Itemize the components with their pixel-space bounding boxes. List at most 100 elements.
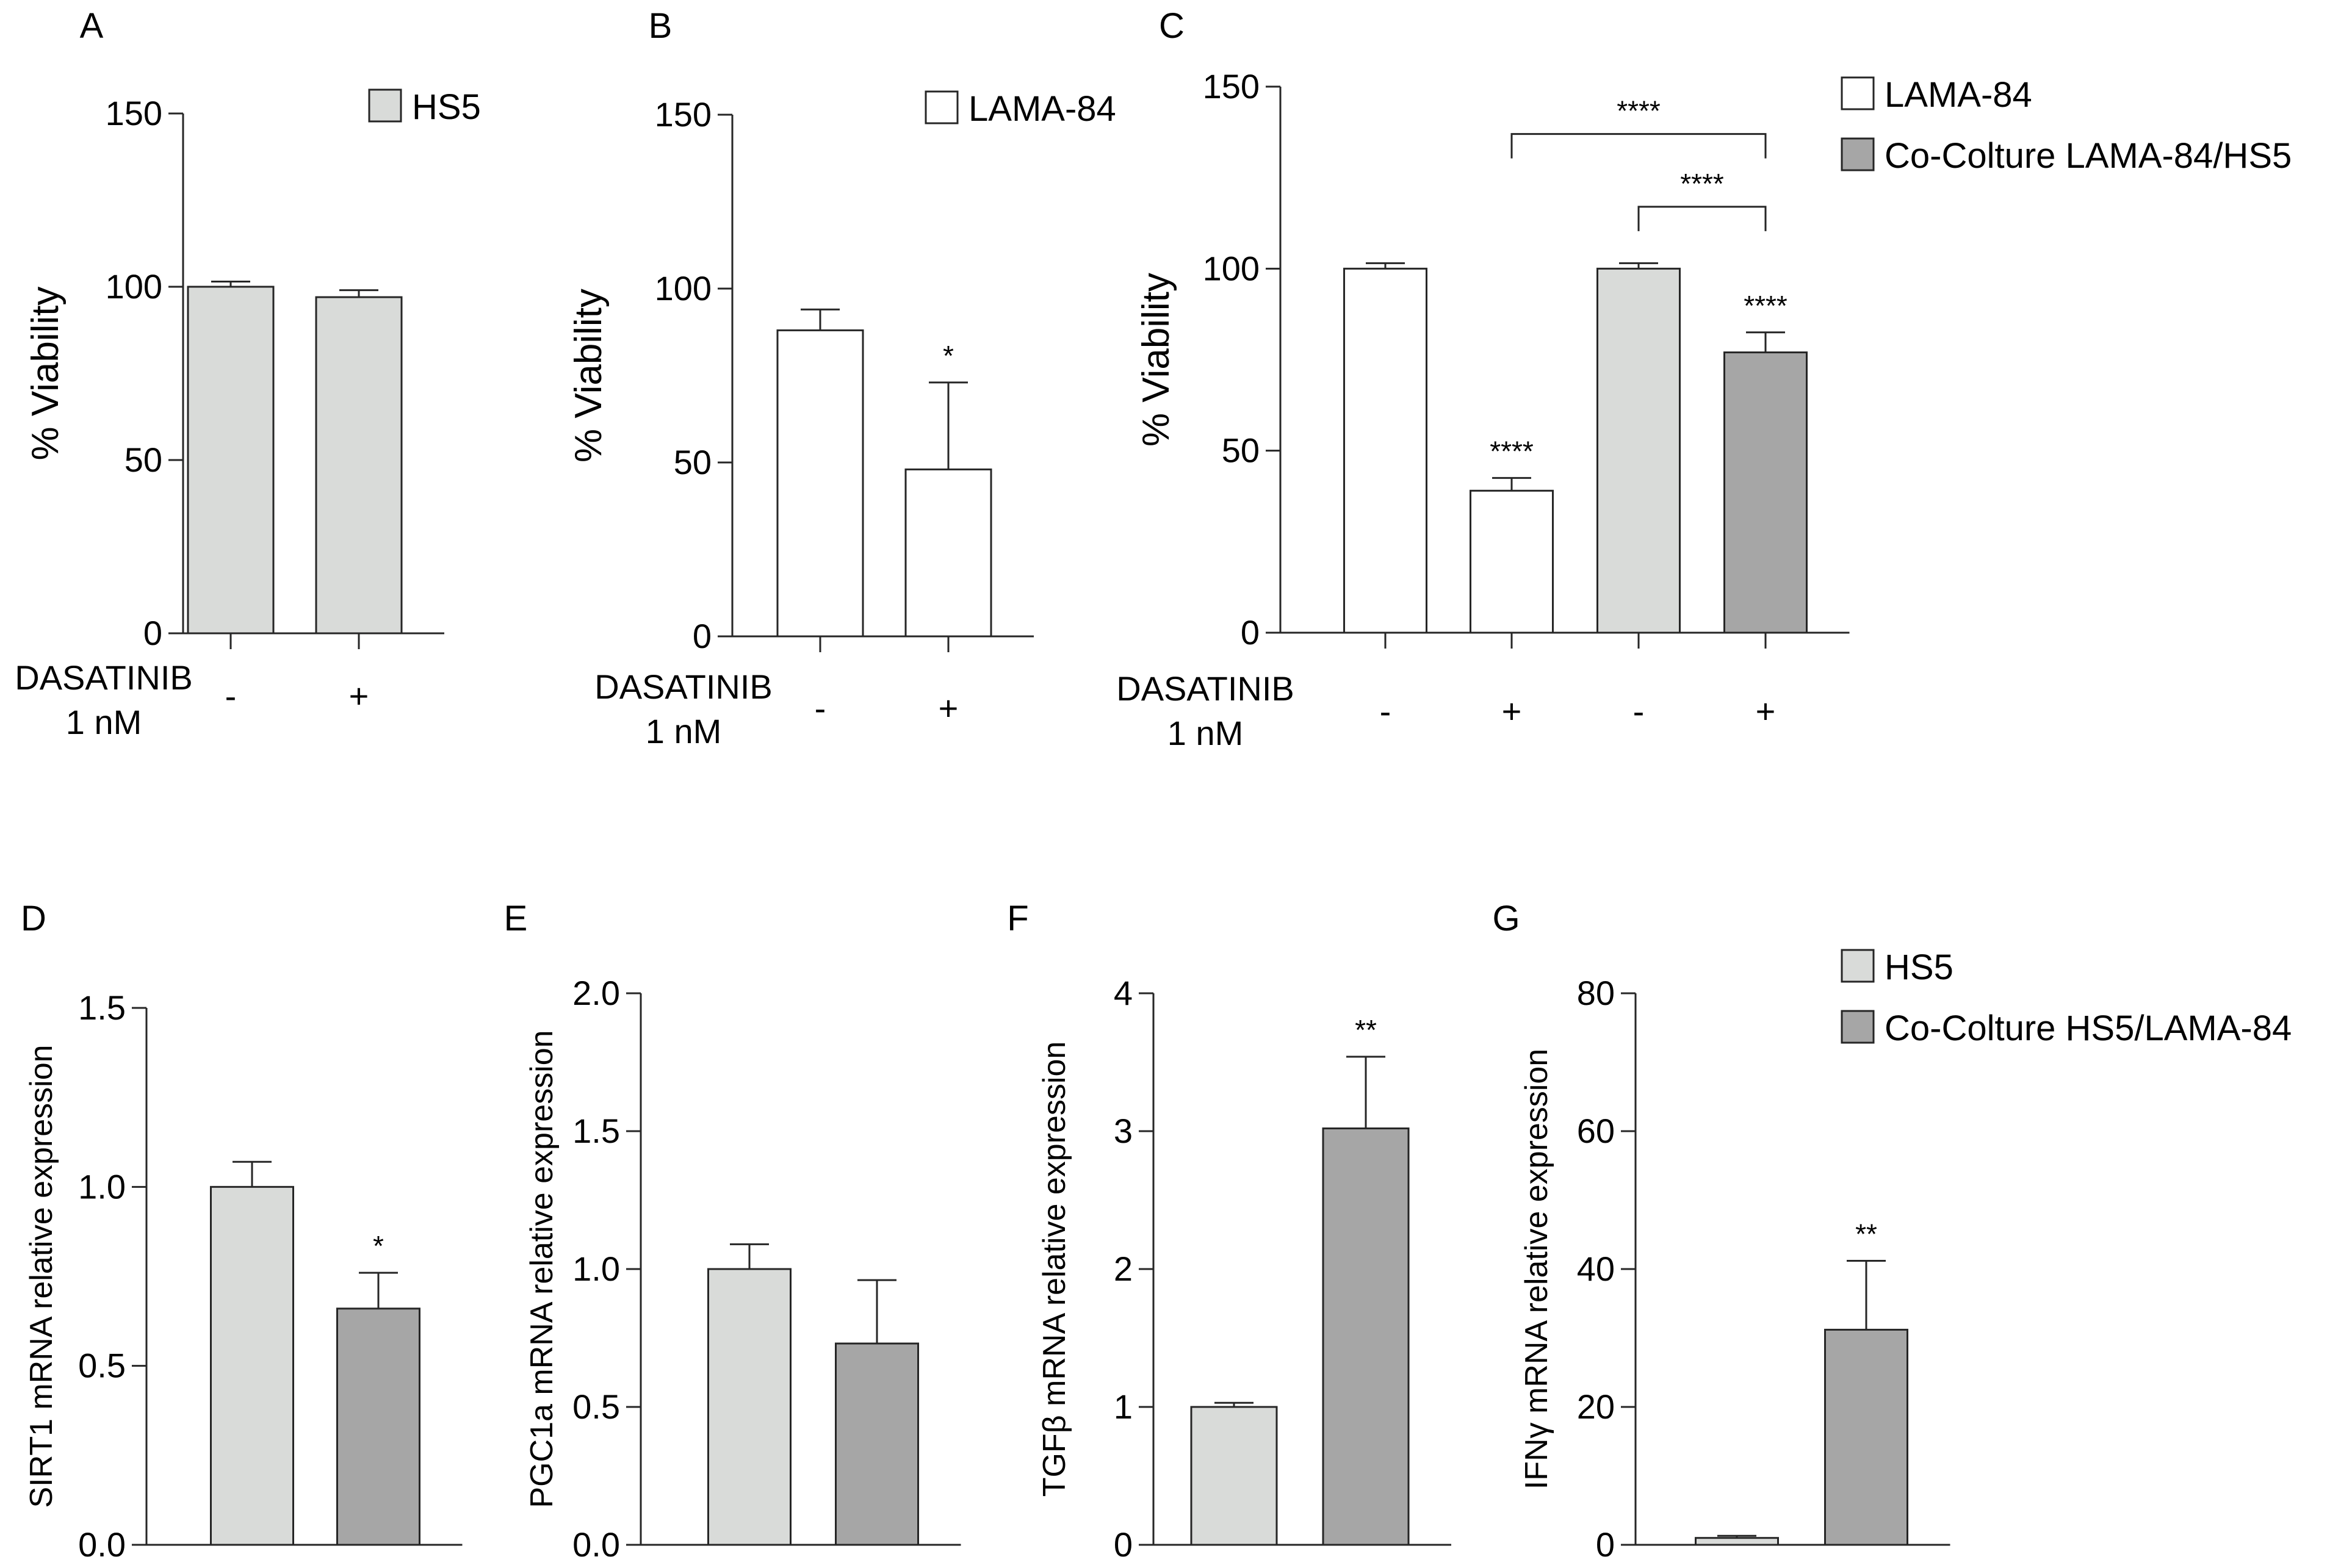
bracket-label: **** — [1617, 95, 1661, 127]
y-tick-label: 50 — [674, 443, 712, 481]
y-tick-label: 20 — [1577, 1387, 1615, 1426]
panel-f: F 0 1 2 3 4 TGFβ mRNA relative expression ** — [1007, 899, 1451, 1564]
significance-label: ** — [1855, 1218, 1877, 1250]
significance-label: * — [373, 1230, 384, 1262]
bar — [1824, 1328, 1908, 1546]
y-tick-label: 2.0 — [572, 974, 620, 1012]
bar — [336, 1307, 420, 1546]
bar — [1695, 1537, 1779, 1546]
y-tick-label: 0 — [693, 617, 712, 655]
x-tick-label: - — [1380, 692, 1391, 730]
bar — [315, 296, 403, 635]
significance-label: **** — [1744, 290, 1787, 322]
condition-label: DASATINIB — [1116, 669, 1294, 708]
y-tick-label: 100 — [106, 267, 162, 306]
panel-letter: G — [1492, 899, 1520, 938]
y-tick-label: 1.0 — [78, 1167, 126, 1206]
y-axis-label: TGFβ mRNA relative expression — [1037, 1041, 1072, 1497]
y-axis-label: PGC1a mRNA relative expression — [524, 1030, 560, 1508]
legend-label: Co-Colture LAMA-84/HS5 — [1885, 136, 2292, 176]
y-tick-label: 1.5 — [572, 1112, 620, 1150]
legend-label: Co-Colture HS5/LAMA-84 — [1885, 1009, 2292, 1048]
legend-label: LAMA-84 — [1885, 75, 2032, 115]
panel-letter: E — [504, 899, 528, 938]
y-tick-label: 0 — [1596, 1525, 1615, 1564]
bar — [1470, 489, 1554, 634]
y-tick-label: 1.0 — [572, 1250, 620, 1288]
y-tick-label: 150 — [106, 94, 162, 132]
y-tick-label: 0 — [143, 614, 162, 652]
panel-a: A 0 50 100 150 % Viability - + DASATINIB 1 nM HS5 — [15, 6, 481, 741]
bar — [1322, 1127, 1410, 1546]
legend-label: LAMA-84 — [969, 89, 1116, 129]
significance-bracket — [1510, 133, 1767, 159]
bar — [187, 286, 275, 635]
condition-label: DASATINIB — [594, 667, 772, 706]
y-tick-label: 3 — [1114, 1112, 1133, 1150]
bar — [1343, 267, 1427, 634]
bar — [776, 329, 864, 638]
y-tick-label: 2 — [1114, 1250, 1133, 1288]
condition-label: DASATINIB — [15, 658, 192, 697]
bar — [210, 1185, 294, 1546]
y-tick-label: 100 — [655, 269, 712, 307]
x-tick-label: + — [1756, 692, 1776, 730]
panel-g: G 0 20 40 60 80 IFNγ mRNA relative expression *… — [1492, 899, 2292, 1564]
panel-letter: C — [1159, 6, 1185, 46]
y-tick-label: 80 — [1577, 974, 1615, 1012]
y-tick-label: 0.5 — [572, 1387, 620, 1426]
legend-swatch — [1841, 76, 1875, 110]
y-axis-label: % Viability — [24, 287, 67, 461]
y-tick-label: 0.0 — [572, 1525, 620, 1564]
y-axis-label: % Viability — [568, 289, 610, 462]
panel-e: E 0.0 0.5 1.0 1.5 2.0 PGC1a mRNA relative expr… — [504, 899, 961, 1564]
significance-bracket — [1637, 206, 1767, 231]
legend-swatch — [925, 90, 959, 124]
y-tick-label: 4 — [1114, 974, 1133, 1012]
y-tick-label: 0 — [1241, 613, 1260, 652]
bar — [1723, 351, 1808, 634]
bar — [707, 1268, 792, 1546]
bracket-label: **** — [1680, 168, 1724, 200]
legend-label: HS5 — [412, 87, 481, 127]
y-axis-label: % Viability — [1135, 273, 1177, 447]
panel-letter: B — [649, 6, 673, 46]
y-tick-label: 60 — [1577, 1112, 1615, 1150]
y-tick-label: 100 — [1203, 249, 1260, 287]
panel-letter: F — [1007, 899, 1028, 938]
bar — [1596, 267, 1681, 634]
bar — [835, 1342, 919, 1546]
condition-label: 1 nM — [66, 703, 142, 741]
legend-swatch — [368, 88, 402, 123]
panel-d: D 0.0 0.5 1.0 1.5 SIRT1 mRNA relative express… — [21, 899, 463, 1564]
significance-label: ** — [1355, 1014, 1377, 1046]
y-tick-label: 1 — [1114, 1387, 1133, 1426]
x-tick-label: + — [939, 689, 959, 727]
y-tick-label: 0.0 — [78, 1525, 126, 1564]
y-axis-label: IFNγ mRNA relative expression — [1519, 1049, 1554, 1489]
condition-label: 1 nM — [646, 712, 722, 750]
panel-b: B 0 50 100 150 % Viability - + * DASATINIB 1 nM LAM… — [568, 6, 1116, 750]
x-tick-label: + — [349, 677, 369, 715]
legend-swatch — [1841, 137, 1875, 171]
legend-swatch — [1841, 949, 1875, 983]
y-tick-label: 1.5 — [78, 988, 126, 1027]
condition-label: 1 nM — [1167, 714, 1244, 752]
panel-letter: D — [21, 899, 46, 938]
y-tick-label: 150 — [1203, 67, 1260, 106]
bar — [904, 468, 992, 638]
x-tick-label: + — [1502, 692, 1522, 730]
legend-swatch — [1841, 1010, 1875, 1044]
y-axis-label: SIRT1 mRNA relative expression — [24, 1045, 59, 1508]
legend-label: HS5 — [1885, 948, 1953, 987]
y-tick-label: 0.5 — [78, 1347, 126, 1385]
significance-label: **** — [1490, 435, 1534, 467]
y-tick-label: 50 — [1222, 431, 1260, 470]
y-tick-label: 50 — [124, 441, 162, 479]
panel-c: C 0 50 100 150 % Viability - + **** - + **** DASATIN… — [1116, 6, 2292, 752]
y-tick-label: 40 — [1577, 1250, 1615, 1288]
y-tick-label: 0 — [1114, 1525, 1133, 1564]
x-tick-label: - — [1633, 692, 1645, 730]
x-tick-label: - — [815, 689, 826, 727]
